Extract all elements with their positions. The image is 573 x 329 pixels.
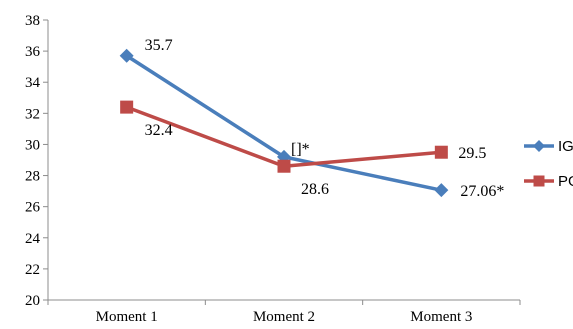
data-label-ig: 27.06* [460, 183, 504, 200]
y-tick-label: 38 [25, 13, 40, 29]
data-labels: 35.7 []* 27.06* 32.4 28.6 29.5 [145, 37, 505, 200]
data-label-pg: 28.6 [301, 181, 329, 198]
y-tick-label: 34 [25, 75, 41, 91]
y-tick-label: 24 [25, 231, 41, 247]
data-point-pg [277, 159, 291, 173]
x-axis-ticks: Moment 1 Moment 2 Moment 3 [47, 300, 521, 325]
y-tick-label: 26 [25, 200, 41, 216]
y-axis-ticks: 20 22 24 26 28 30 32 34 36 38 [25, 13, 48, 309]
legend-label-ig: IG [558, 138, 573, 155]
data-label-pg: 29.5 [458, 145, 486, 162]
y-tick-label: 22 [25, 262, 40, 278]
data-point-pg [434, 145, 448, 159]
x-tick-label: Moment 1 [96, 309, 158, 325]
y-tick-label: 28 [25, 169, 40, 185]
data-label-ig: []* [291, 141, 310, 158]
data-point-ig [434, 183, 449, 198]
legend-item-pg: PG [524, 173, 573, 190]
y-tick-label: 36 [25, 44, 41, 60]
x-tick-label: Moment 3 [410, 309, 472, 325]
y-tick-label: 20 [25, 293, 40, 309]
data-label-pg: 32.4 [145, 122, 173, 139]
legend: IG PG [524, 138, 573, 190]
legend-marker-ig [533, 140, 545, 152]
data-point-pg [120, 100, 134, 114]
data-label-ig: 35.7 [145, 37, 173, 54]
y-tick-label: 32 [25, 106, 40, 122]
y-tick-label: 30 [25, 137, 40, 153]
x-tick-label: Moment 2 [253, 309, 315, 325]
series-layer [119, 48, 449, 198]
legend-label-pg: PG [558, 173, 573, 190]
legend-marker-pg [533, 175, 545, 187]
axes [47, 20, 520, 301]
data-point-ig [119, 48, 134, 63]
legend-item-ig: IG [524, 138, 573, 155]
